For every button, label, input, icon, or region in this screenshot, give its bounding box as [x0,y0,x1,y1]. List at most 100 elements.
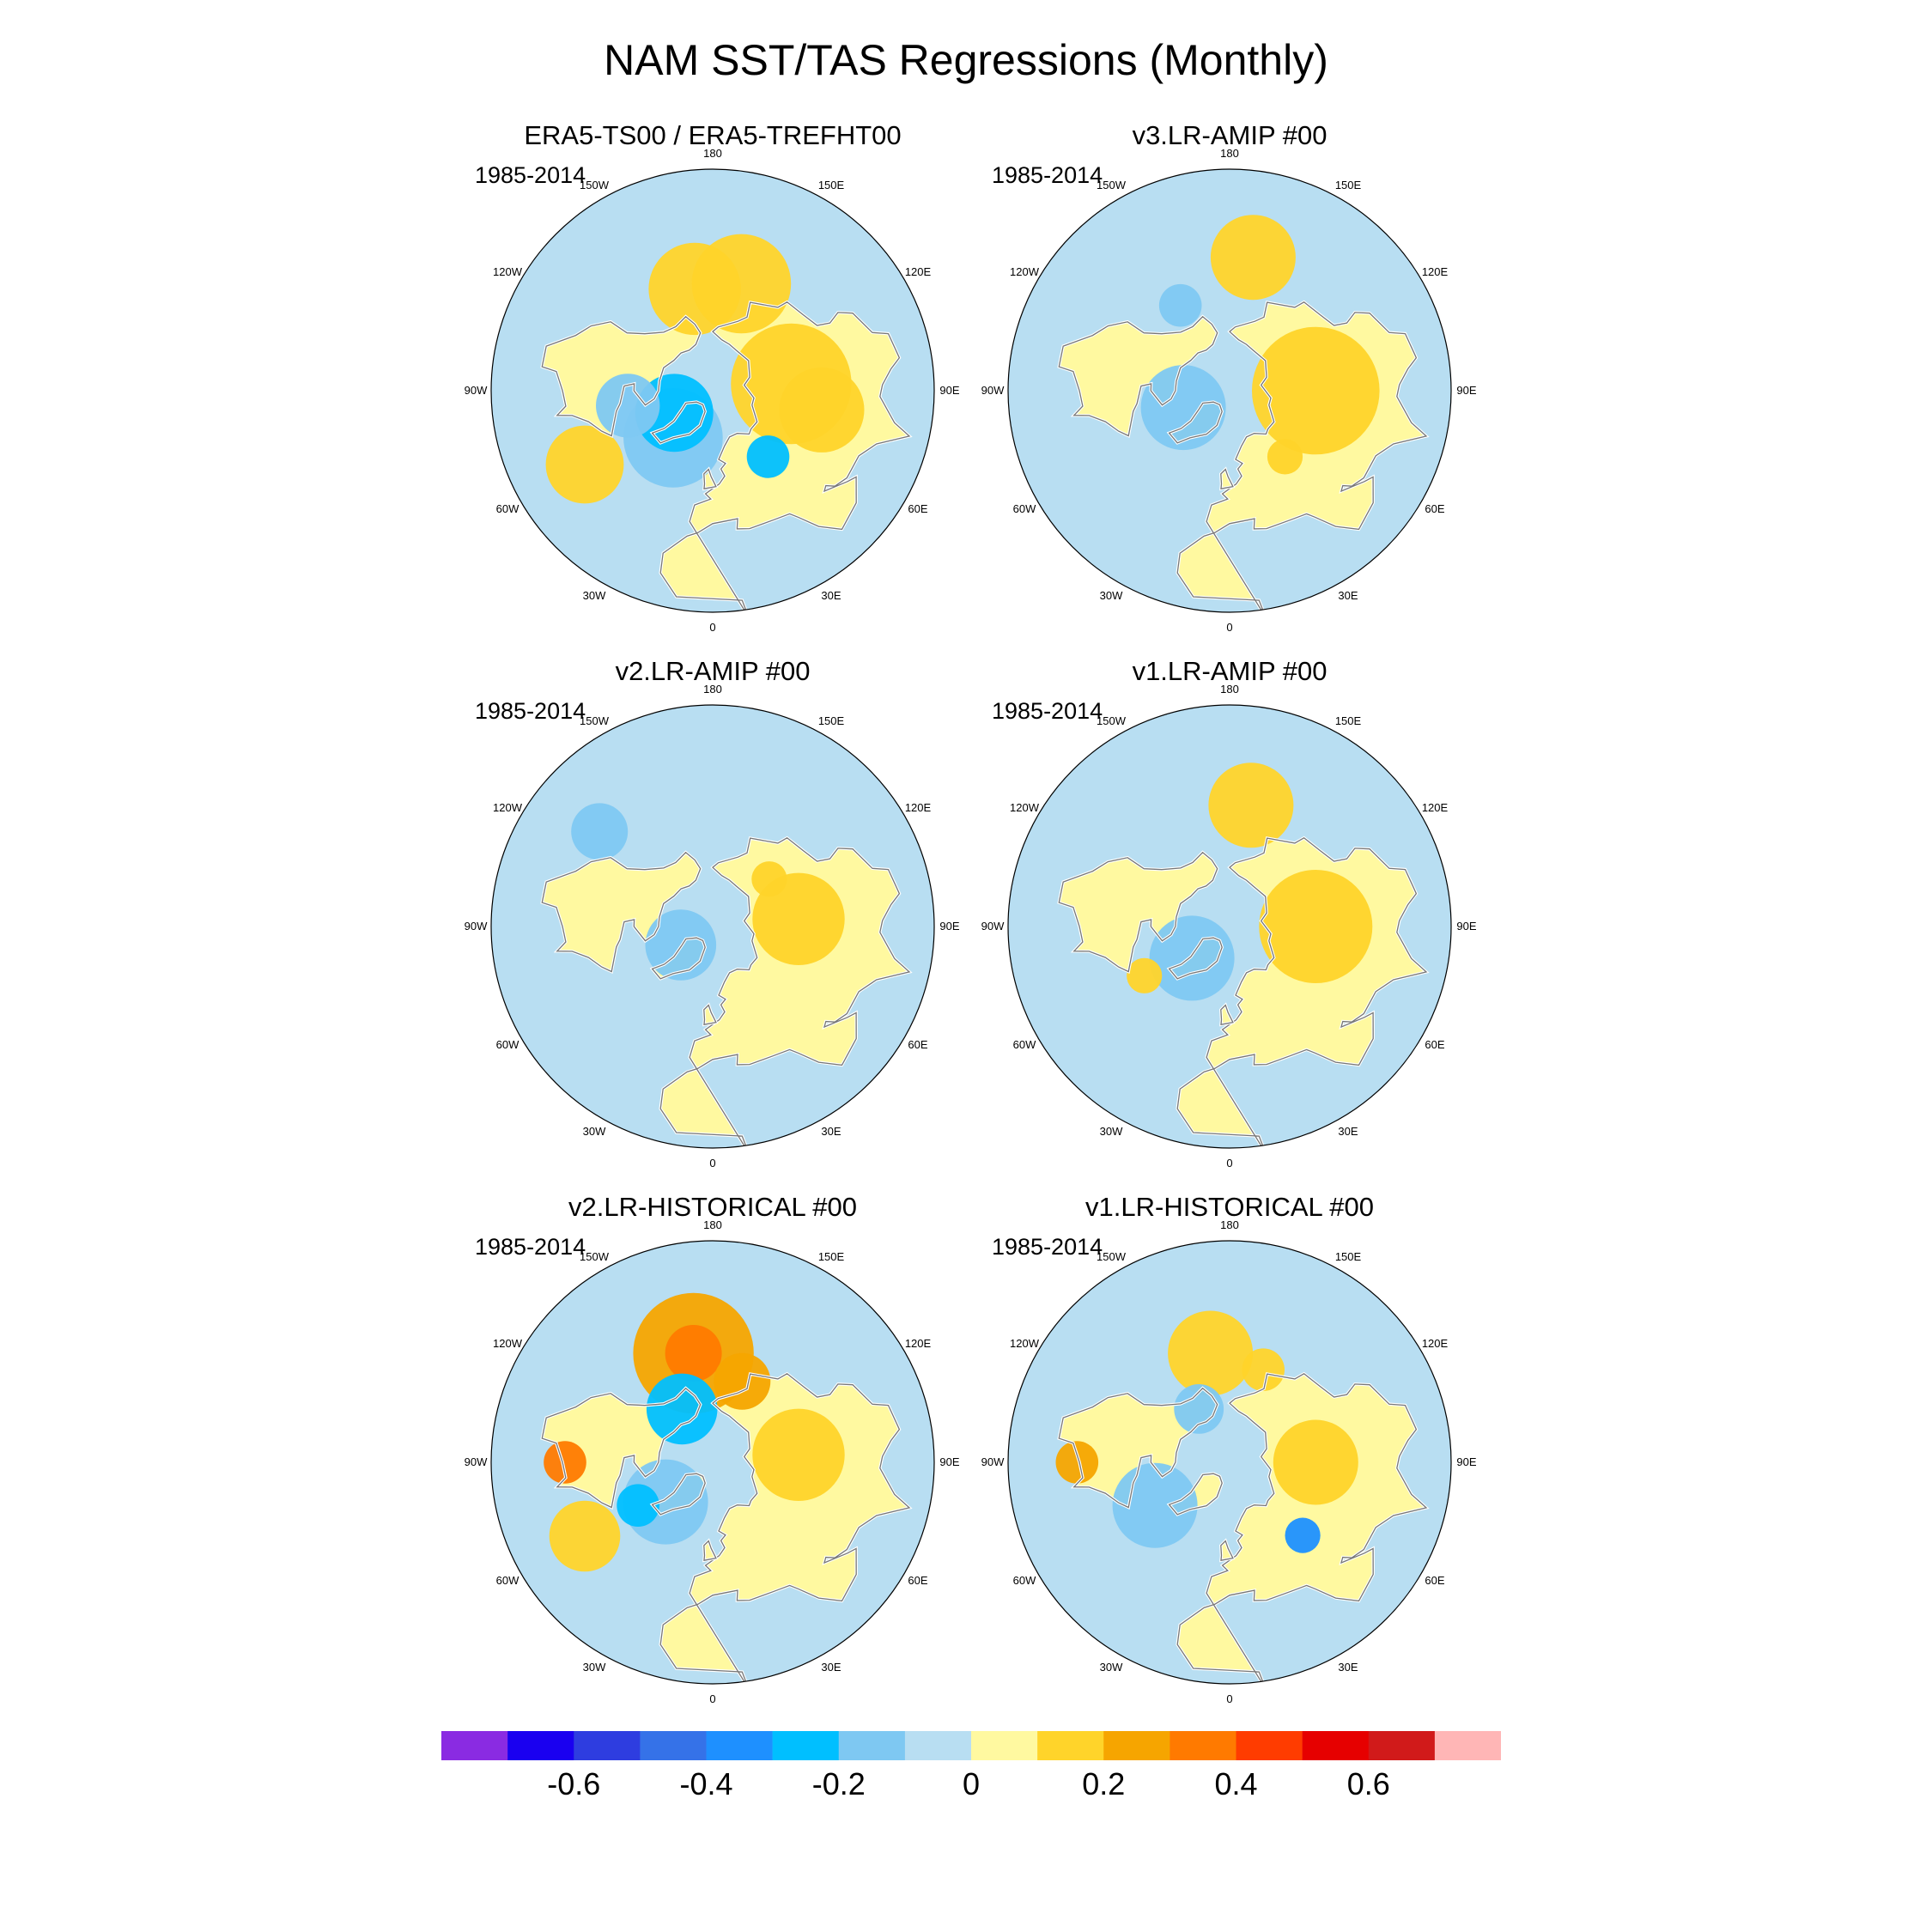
map-field [1008,705,1451,1148]
coastline [1058,1387,1218,1509]
colorbar-swatch [971,1731,1038,1760]
coastline [1220,468,1234,489]
longitude-label: 30E [821,1125,841,1138]
coastline [1168,1473,1223,1516]
longitude-label: 150W [580,1250,610,1263]
coastline [1176,837,1428,1148]
longitude-label: 0 [1226,1157,1232,1170]
anomaly-contour [1208,762,1294,848]
anomaly-contour [545,425,624,504]
longitude-label: 0 [709,1157,715,1170]
panel-period: 1985-2014 [475,1234,586,1260]
longitude-label: 120E [905,265,932,278]
coastline [1168,401,1223,444]
longitude-label: 150E [818,714,845,727]
longitude-label: 90W [981,920,1005,933]
anomaly-contour [1252,326,1380,455]
longitude-label: 60W [1013,1038,1036,1051]
longitude-label: 180 [703,147,722,160]
longitude-label: 60E [908,502,927,515]
colorbar-tick-label: -0.4 [679,1766,733,1801]
longitude-label: 150W [1097,714,1127,727]
anomaly-contour [1242,1348,1285,1391]
colorbar-tick-label: 0.2 [1082,1766,1126,1801]
longitude-label: 90E [1456,384,1476,397]
anomaly-contour [646,1373,718,1445]
land-anomaly [542,852,701,972]
map-border [1007,1240,1452,1685]
longitude-label: 180 [703,1218,722,1231]
panel-title: v2.LR-HISTORICAL #00 [568,1192,857,1222]
longitude-label: 90E [1456,1455,1476,1468]
map-field [1008,169,1451,612]
anomaly-contour [549,1500,621,1572]
polar-map: 180 150E 120E 90E 60E 30E 0 30W 60W 90W 120W 150W [465,147,960,634]
map-border [1007,704,1452,1149]
coastline [541,315,702,437]
coastline [1168,937,1223,980]
map-field [491,169,934,612]
longitude-label: 150E [1335,714,1362,727]
coastline [1220,1004,1234,1025]
longitude-label: 120W [493,801,523,814]
colorbar-swatch [1368,1731,1436,1760]
longitude-label: 120W [493,1337,523,1350]
colorbar-tick-label: 0.6 [1346,1766,1390,1801]
coastline [651,401,706,444]
map-field [1008,1241,1451,1684]
land-anomaly [1059,852,1218,972]
panel-period: 1985-2014 [475,698,586,724]
longitude-label: 60E [1425,1038,1444,1051]
land-anomaly [660,1373,909,1684]
longitude-label: 90E [939,920,959,933]
panel-v1-amip: v1.LR-AMIP #00 1985-2014 180 150E 120E 90E 6… [963,656,1496,1171]
anomaly-contour [1168,1310,1254,1396]
longitude-label: 30W [583,589,606,602]
longitude-label: 90W [465,920,488,933]
colorbar-swatch [772,1731,840,1760]
longitude-label: 0 [1226,621,1232,634]
colorbar-tick-label: -0.2 [811,1766,866,1801]
anomaly-contour [751,861,787,897]
longitude-label: 30E [1338,1125,1358,1138]
coastline [541,1387,702,1509]
colorbar-swatch [1103,1731,1170,1760]
longitude-label: 30W [1100,1661,1123,1674]
panel-title: v1.LR-HISTORICAL #00 [1085,1192,1374,1222]
coastline [1220,1540,1234,1561]
coastline [651,1473,706,1516]
colorbar-tick-label: 0.4 [1214,1766,1258,1801]
longitude-label: 180 [1220,683,1239,696]
coastline [659,1373,911,1684]
polar-map: 180 150E 120E 90E 60E 30E 0 30W 60W 90W 120W 150W [981,1218,1477,1705]
longitude-label: 90W [465,1455,488,1468]
coastline [659,301,911,612]
anomaly-contour [1285,1517,1321,1553]
longitude-label: 150W [580,179,610,191]
longitude-label: 60W [1013,502,1036,515]
longitude-label: 150E [818,179,845,191]
colorbar-tick-label: 0 [962,1766,981,1801]
map-border [490,168,935,613]
longitude-label: 60E [908,1038,927,1051]
longitude-label: 150E [1335,179,1362,191]
longitude-label: 60E [908,1574,927,1587]
colorbar-swatch [1434,1731,1501,1760]
anomaly-contour [665,1325,722,1382]
colorbar-swatch [441,1731,508,1760]
longitude-label: 90W [981,384,1005,397]
panel-period: 1985-2014 [992,162,1103,188]
colorbar-swatch [640,1731,707,1760]
anomaly-contour [714,1352,771,1410]
longitude-label: 60E [1425,1574,1444,1587]
map-border [490,1240,935,1685]
anomaly-contour [1259,870,1373,983]
anomaly-contour [1210,215,1296,301]
colorbar-swatch [706,1731,773,1760]
colorbar-swatch [1170,1731,1236,1760]
longitude-label: 30E [821,1661,841,1674]
anomaly-contour [1273,1419,1358,1505]
longitude-label: 60W [1013,1574,1036,1587]
longitude-label: 90E [1456,920,1476,933]
coastline [703,1540,717,1561]
